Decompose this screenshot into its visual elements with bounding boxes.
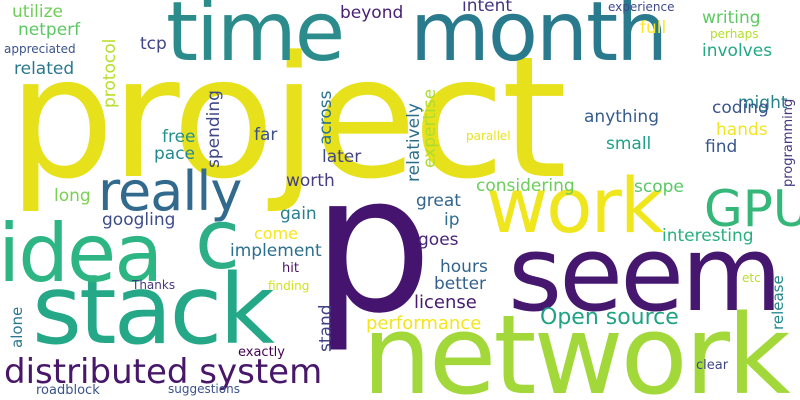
word-license: license [414,292,477,313]
word-netperf: netperf [18,20,81,40]
word-interesting: interesting [662,226,754,246]
word-hands: hands [716,120,768,140]
word-c: c [195,193,241,288]
word-find: find [705,137,738,157]
word-small: small [606,134,652,154]
word-stand: stand [316,304,336,352]
word-appreciated: appreciated [4,42,76,56]
word-considering: considering [476,176,575,196]
word-might: might [738,93,788,113]
word-beyond: beyond [340,3,404,23]
word-programming: programming [781,98,796,187]
word-googling: googling [102,210,176,230]
word-anything: anything [584,107,659,127]
word-performance: performance [366,313,482,334]
word-clear: clear [696,358,729,373]
word-gain: gain [280,204,317,224]
word-ip: ip [444,210,460,230]
word-time: time [166,0,345,80]
word-suggestions: suggestions [168,382,240,396]
word-coding: coding [712,98,769,118]
word-better: better [434,274,487,294]
word-open-source: Open source [540,305,679,330]
word-come: come [254,224,299,243]
word-utilize: utilize [12,2,63,22]
word-project: project [8,20,567,216]
word-goes: goes [418,230,459,250]
word-alone: alone [8,306,26,348]
word-work: work [486,161,664,250]
word-free: free [162,127,196,147]
word-hit: hit [282,261,299,276]
word-experience: experience [608,0,675,14]
word-etc: etc [742,271,761,285]
word-intent: intent [462,0,513,16]
word-parallel: parallel [466,129,511,143]
word-p: p [312,134,433,355]
word-gpu: GPU [704,180,800,238]
word-involves: involves [702,41,773,61]
word-related: related [14,59,75,79]
word-across: across [316,90,336,146]
word-full: full [640,18,667,38]
word-tcp: tcp [140,34,167,54]
word-idea: idea [0,207,163,300]
word-pace: pace [154,144,196,164]
word-spending: spending [204,90,224,168]
word-exactly: exactly [238,345,285,360]
word-far: far [254,125,278,145]
word-really: really [98,160,242,223]
word-later: later [322,147,362,167]
word-great: great [416,191,461,211]
word-scope: scope [634,177,684,197]
word-stack: stack [32,254,275,366]
word-protocol: protocol [100,38,120,108]
word-seem: seem [508,213,782,335]
word-month: month [410,0,668,80]
word-implement: implement [230,241,322,261]
word-hours: hours [440,257,488,277]
word-expertise: expertise [420,88,440,168]
word-perhaps: perhaps [710,27,759,41]
word-release: release [769,275,787,330]
word-long: long [54,186,91,206]
word-writing: writing [702,8,761,28]
word-network: network [362,291,791,400]
word-distributed-system: distributed system [4,352,323,392]
word-worth: worth [286,171,335,191]
word-roadblock: roadblock [36,383,100,398]
word-thanks: Thanks [132,278,176,292]
word-finding: finding [268,279,310,293]
